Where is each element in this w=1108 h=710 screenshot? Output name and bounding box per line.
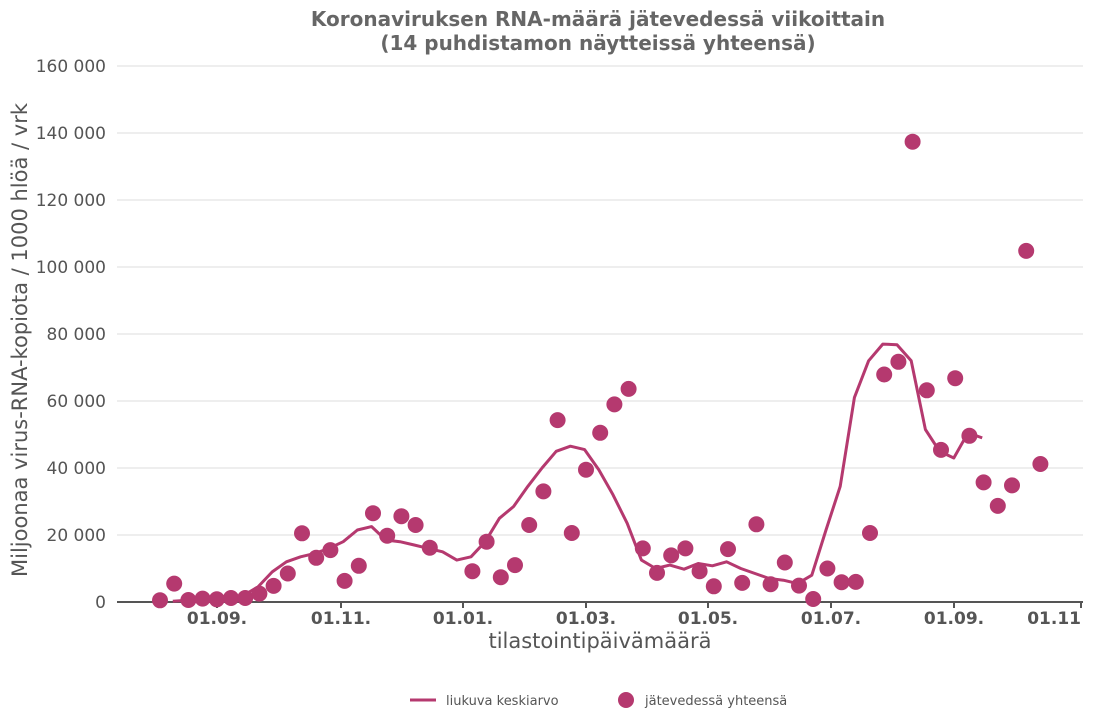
y-tick-labels: 0 20 000 40 000 60 000 80 000 100 000 120 000 1… [36,57,106,613]
data-point [620,380,637,397]
data-point [379,527,396,544]
data-point [890,353,907,370]
data-point [421,539,438,556]
data-point [251,585,268,602]
data-point [606,396,623,413]
x-axis-label: tilastointipäivämäärä [488,629,711,653]
data-point [507,557,523,574]
data-point [947,370,964,387]
data-point [833,574,850,591]
y-tick-label: 140 000 [36,124,106,144]
data-point [748,516,765,533]
data-point [634,540,651,557]
data-point [1018,242,1035,259]
data-point [876,366,893,383]
data-point [336,572,353,589]
data-point [350,557,367,574]
data-point [975,474,992,491]
x-tick-label: 01.01. [433,609,493,629]
chart-subtitle: (14 puhdistamon näytteissä yhteensä) [380,31,815,55]
data-point [961,427,978,444]
y-tick-label: 0 [95,593,106,613]
x-tick-labels: 01.09. 01.11. 01.01. 01.03. 01.05. 01.07. 01.0… [187,602,1082,629]
x-tick-label: 01.11 [1027,609,1081,629]
y-tick-label: 40 000 [47,459,106,479]
x-tick-label: 01.09. [187,609,247,629]
data-point [194,590,211,607]
x-tick-label: 01.09. [924,609,984,629]
data-point [578,461,594,478]
data-point [847,573,864,590]
legend-dot-marker [618,692,634,708]
chart-title: Koronaviruksen RNA-määrä jätevedessä vii… [311,7,885,31]
data-point [762,576,779,593]
data-point [563,525,580,541]
y-tick-label: 20 000 [47,526,106,546]
data-point [734,574,751,591]
data-point [166,575,183,592]
data-point [705,578,722,595]
y-tick-label: 160 000 [36,57,106,77]
data-point [237,590,254,606]
series-points-jatevedessa-yhteensa [152,133,1049,609]
data-point [365,505,381,522]
data-point [265,577,282,594]
x-tick-label: 01.05. [678,609,738,629]
data-point [294,525,310,542]
series-line-liukuva-keskiarvo [172,342,983,603]
data-point [989,497,1006,514]
data-point [663,547,680,564]
legend-label-line: liukuva keskiarvo [446,694,559,709]
x-tick-label: 01.11. [311,609,371,629]
data-point [180,592,197,608]
data-point [478,533,495,550]
y-axis-label: Miljoonaa virus-RNA-kopiota / 1000 hlöä … [8,102,32,577]
data-point [549,412,566,429]
data-point [791,577,807,594]
data-point [776,554,793,571]
y-tick-label: 60 000 [47,392,106,412]
data-point [904,133,921,150]
data-point [492,569,509,586]
y-tick-label: 80 000 [47,325,106,345]
data-point [720,541,736,558]
data-point [223,590,239,606]
data-point [819,560,836,577]
x-tick-label: 01.03. [556,609,616,629]
data-point [464,563,481,580]
y-tick-label: 100 000 [36,258,106,278]
data-point [208,591,225,608]
x-tick-label: 01.07. [801,609,861,629]
data-point [279,565,296,582]
data-point [521,517,538,533]
data-point [918,382,935,399]
data-point [322,542,339,559]
legend: liukuva keskiarvo jätevedessä yhteensä [410,692,787,709]
data-point [308,549,325,566]
data-point [677,540,694,557]
data-point [933,441,949,458]
data-point [805,591,822,607]
data-point [1004,477,1020,494]
data-point [862,525,878,541]
data-point [691,563,708,580]
data-point [393,508,410,525]
gridlines [117,65,1083,536]
data-point [407,517,424,533]
data-point [592,424,609,441]
legend-label-dots: jätevedessä yhteensä [644,694,787,709]
data-point [1032,456,1049,472]
data-point [152,592,168,609]
y-tick-label: 120 000 [36,191,106,211]
data-point [535,483,552,500]
data-point [649,564,665,581]
